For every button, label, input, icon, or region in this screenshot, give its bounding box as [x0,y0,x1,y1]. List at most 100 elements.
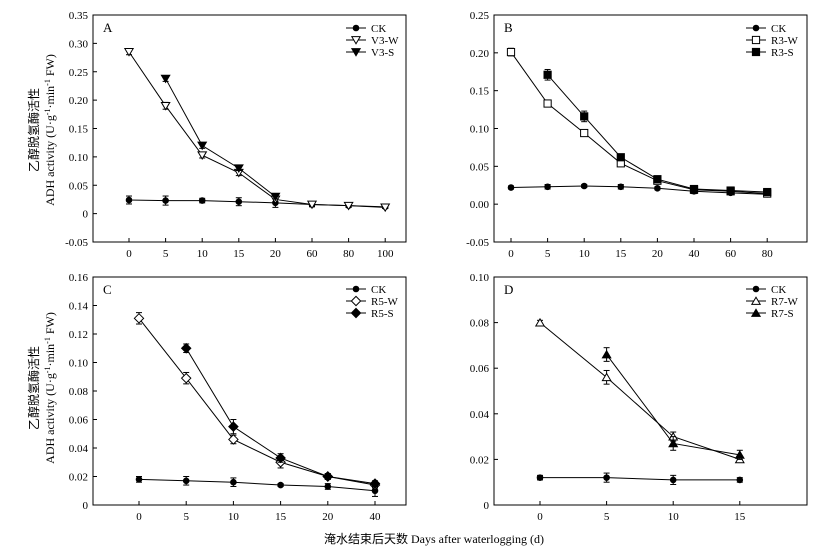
data-point [534,317,546,327]
data-point [182,477,190,485]
panel-B: -0.05 0.00 0.05 0.10 0.15 0.20 0.25 0 5 10 15 20 40 6… [466,10,808,260]
data-point [580,182,588,190]
data-point [198,197,206,204]
legend-entry-CK: CK [346,23,386,35]
legend-label: V3-S [371,47,394,59]
y-label-cn: 乙醇脱氢酶活性 [26,346,41,430]
data-point [322,471,334,482]
x-tick-label: 40 [370,511,382,523]
y-tick-label: 0.08 [470,318,490,330]
y-axis-label-bottom: 乙醇脱氢酶活性 ADH activity (U·g-1·min-1 FW) [26,312,57,464]
legend-marker [350,48,362,57]
legend-entry-V3-S: V3-S [346,47,394,59]
panel-label: D [504,282,513,297]
y-tick-label: 0.04 [69,443,89,455]
legend-entry-V3-W: V3-W [346,35,399,47]
x-tick-label: 80 [343,248,355,260]
y-tick-label: 0.15 [470,86,490,98]
y-tick-label: 0 [83,209,89,221]
legend-marker [350,36,362,45]
data-point [601,372,612,382]
data-point [603,474,610,481]
y-tick-label: 0.02 [470,454,489,466]
y-tick-label: 0.16 [69,272,89,284]
y-tick-label: 0.02 [69,472,88,484]
data-point [343,201,354,211]
legend-marker [350,295,362,307]
data-point [653,175,662,184]
data-point [235,198,243,206]
legend-label: R3-S [771,47,794,59]
data-point [543,99,552,108]
x-tick-label: 0 [508,248,514,260]
x-tick-label: 15 [734,511,746,523]
y-tick-label: 0.00 [470,199,490,211]
series-line [128,51,386,208]
data-point [228,421,239,432]
data-point [601,349,612,359]
x-tick-label: 20 [322,511,334,523]
x-tick-label: 20 [652,248,664,260]
legend-entry-CK: CK [346,284,386,296]
data-point [654,184,661,192]
series-line [165,78,276,197]
y-tick-label: 0.25 [69,67,89,79]
legend-entry-R7-W: R7-W [746,296,799,308]
legend-label: R7-S [771,308,794,320]
y-tick-label: 0.10 [69,152,89,164]
x-tick-label: 5 [604,511,610,523]
series-line [539,322,740,460]
y-tick-label: 0.12 [69,329,88,341]
x-tick-label: 0 [126,248,132,260]
series-R3-W [506,47,772,198]
legend-entry-R5-W: R5-W [346,295,399,308]
legend-entry-CK: CK [746,284,786,296]
y-tick-label: 0.15 [69,124,89,136]
y-tick-label: 0 [83,500,89,512]
data-point [270,192,281,202]
series-line [540,477,740,481]
x-tick-label: 0 [136,511,142,523]
data-point [369,478,381,489]
data-point [228,434,239,445]
y-label-en: ADH activity (U·g-1·min-1 FW) [43,312,57,464]
data-point [734,450,745,459]
data-point [162,197,169,204]
data-point [689,184,699,194]
legend-label: CK [771,23,786,35]
y-tick-label: -0.05 [65,237,88,249]
y-tick-label: 0.14 [69,301,89,313]
data-point [763,187,772,197]
x-tick-label: 10 [668,511,680,523]
data-point [616,153,625,162]
y-tick-label: 0.04 [470,409,490,421]
data-point [277,481,284,489]
data-point [507,184,515,191]
y-tick-label: 0.10 [69,358,89,370]
legend-marker [352,285,360,293]
legend-marker [750,308,762,317]
x-tick-label: 15 [275,511,287,523]
legend-entry-R3-W: R3-W [746,35,799,47]
legend-label: CK [371,284,386,296]
data-point [668,438,679,448]
y-tick-label: 0 [484,500,490,512]
panel-C: 0 0.02 0.04 0.06 0.08 0.10 0.12 0.14 0.16 0 5 10 15 2… [69,272,407,523]
data-point [133,312,145,324]
x-tick-label: 5 [545,248,551,260]
data-point [324,483,332,490]
data-point [180,372,192,384]
data-point [233,164,244,173]
series-R5-W [133,312,381,491]
data-point [380,203,391,213]
x-tick-label: 60 [307,248,319,260]
panel-A: -0.05 0 0.05 0.10 0.15 0.20 0.25 0.30 0.35 0 5 10 15… [65,10,407,260]
x-tick-label: 20 [270,248,282,260]
legend-label: R5-W [371,296,399,308]
series-line [138,478,376,492]
x-tick-label: 100 [377,248,394,260]
series-R7-S [601,347,745,460]
legend-marker [750,296,762,305]
data-point [506,47,516,57]
data-point [669,476,677,484]
